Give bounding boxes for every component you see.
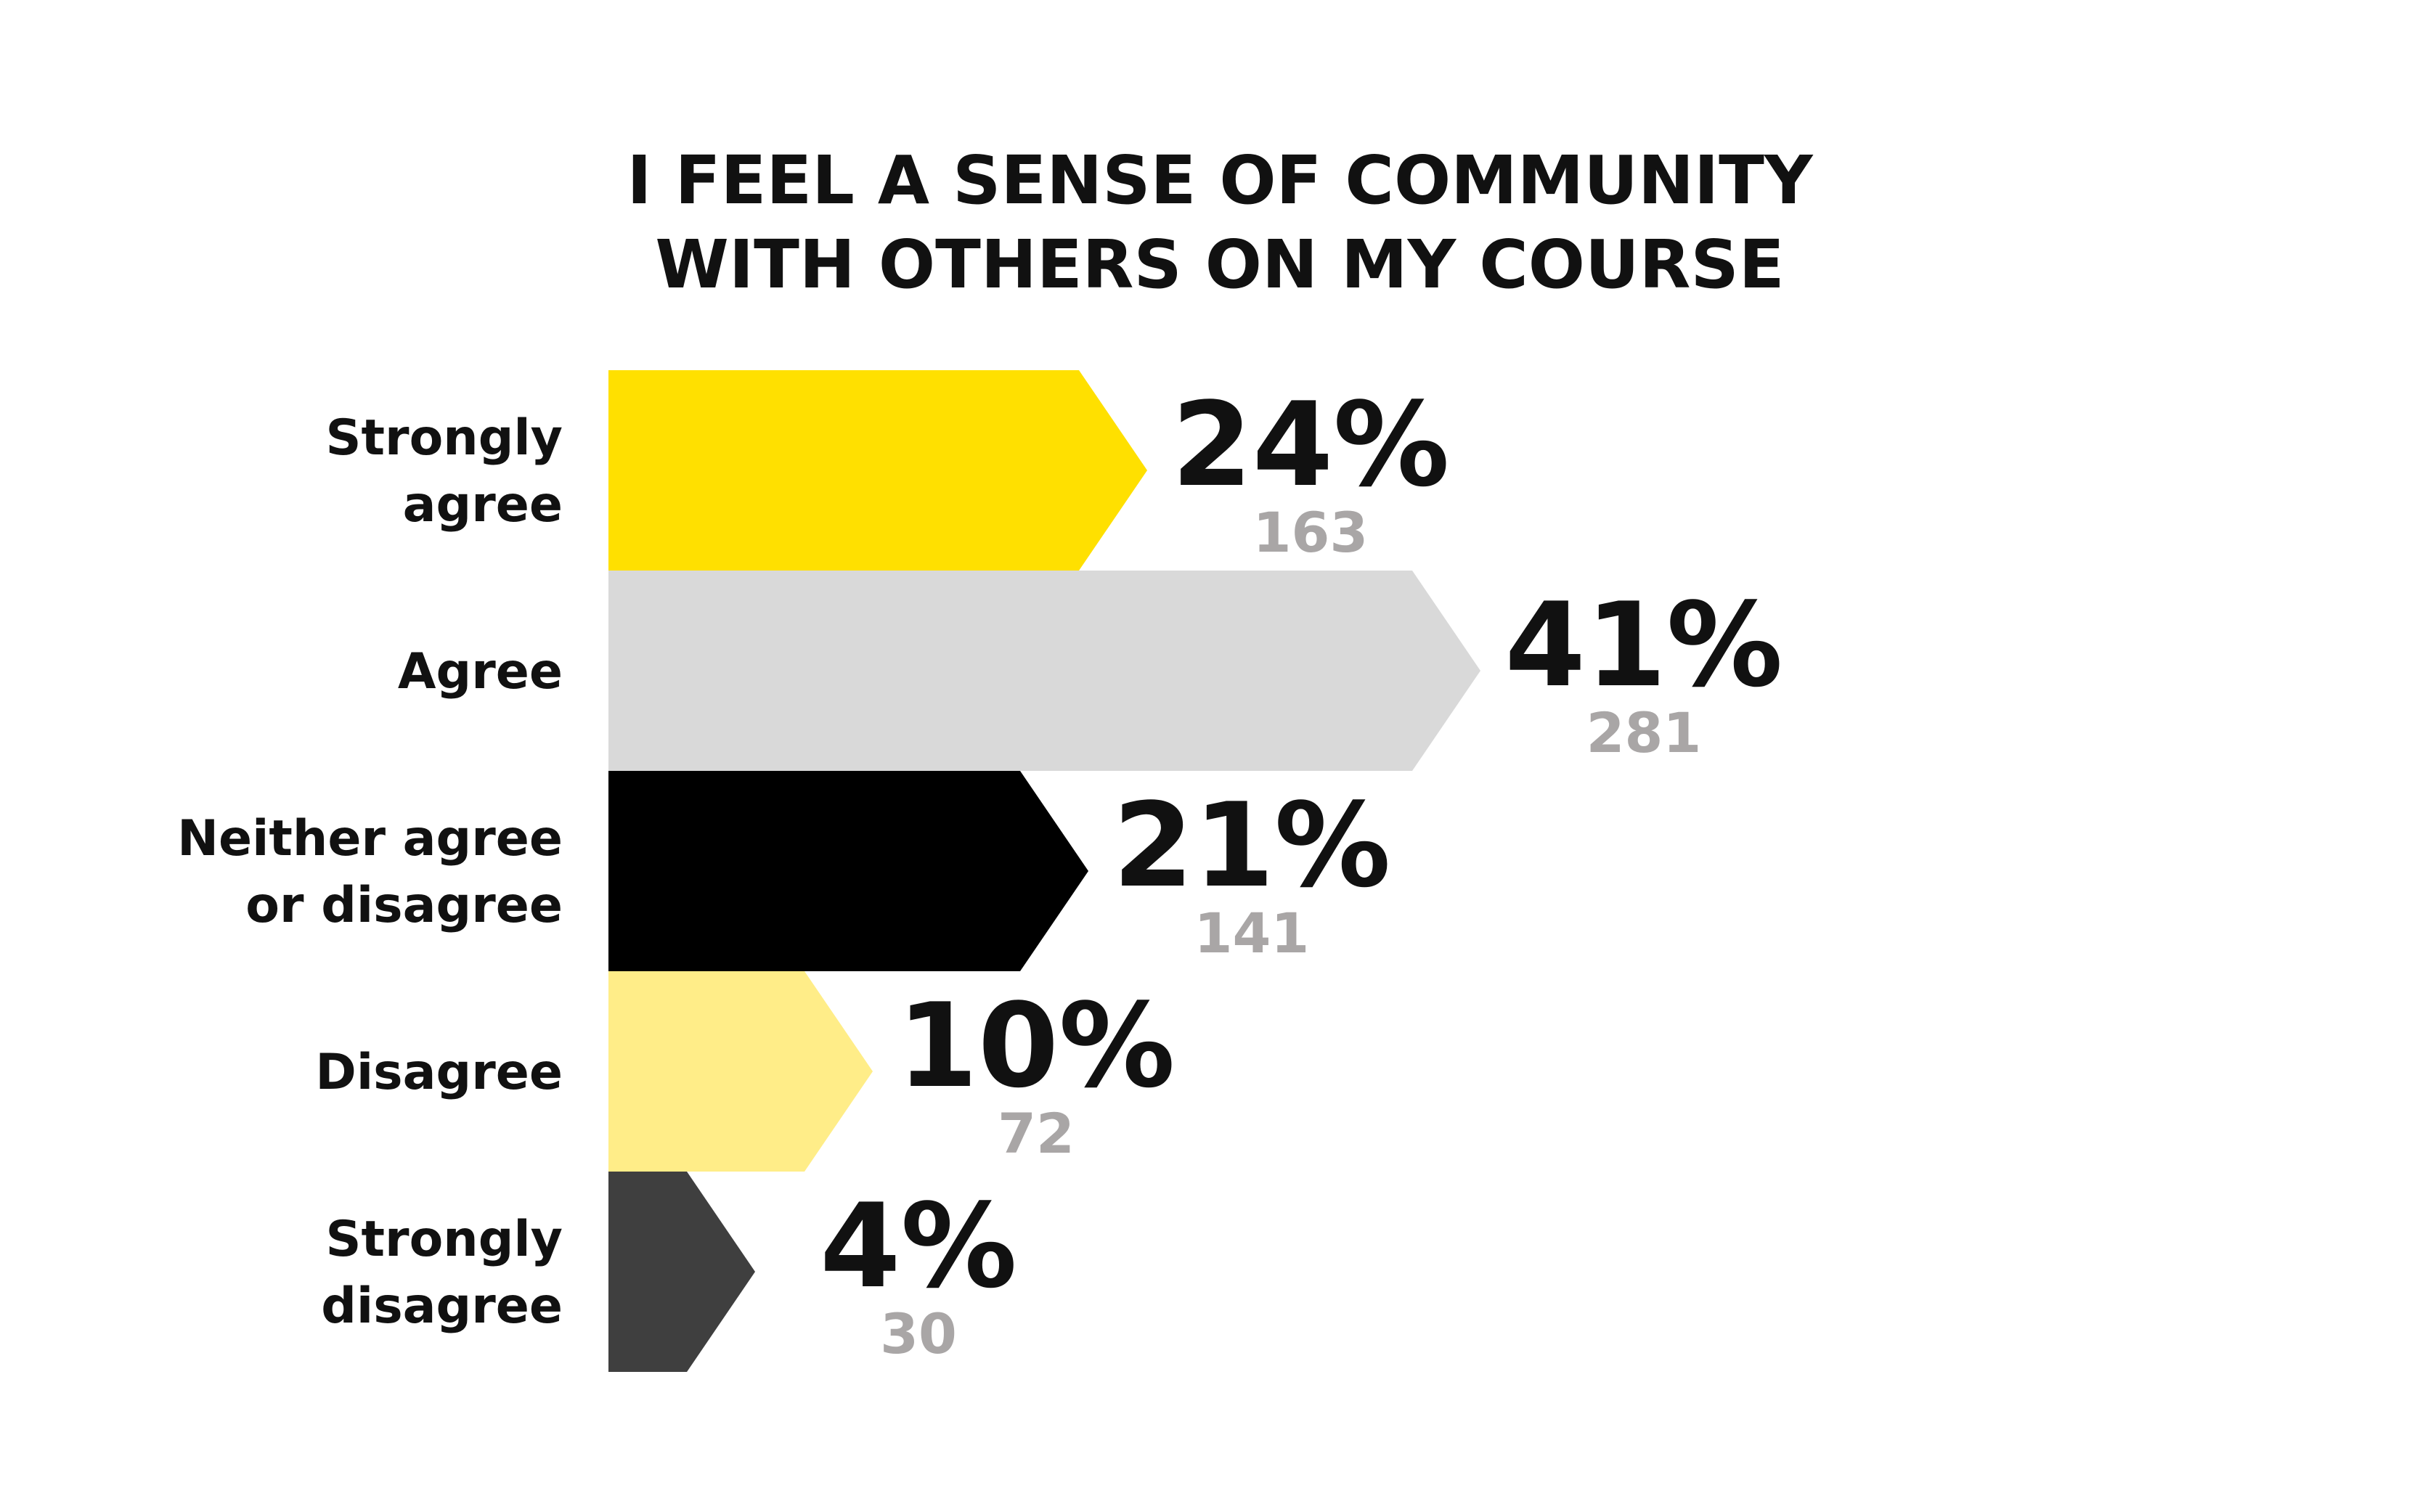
category-label-5-line-2: disagree <box>321 1278 563 1335</box>
chart-title-line-1: I FEEL A SENSE OF COMMUNITY <box>627 142 1814 219</box>
count-label-1: 163 <box>1253 500 1369 565</box>
count-label-4: 72 <box>998 1101 1075 1166</box>
category-label-2-line-1: Agree <box>398 643 563 700</box>
category-label-3-line-2: or disagree <box>245 877 563 934</box>
category-label-1-line-1: Strongly <box>326 409 563 467</box>
bar-5 <box>608 1172 755 1372</box>
category-label-4-line-1: Disagree <box>315 1044 563 1101</box>
bars <box>608 370 1480 1372</box>
count-label-3: 141 <box>1194 901 1310 965</box>
value-label-3: 21% <box>1113 777 1391 913</box>
value-label-4: 10% <box>897 978 1176 1113</box>
category-label-3-line-1: Neither agree <box>177 810 563 867</box>
bar-1 <box>608 370 1147 571</box>
value-label-1: 24% <box>1172 377 1450 512</box>
value-labels: 24% 41% 21% 10% 4% <box>820 377 1783 1314</box>
value-label-2: 41% <box>1505 577 1783 713</box>
category-labels: Strongly agree Agree Neither agree or disagr… <box>177 409 563 1335</box>
chart-title-line-2: WITH OTHERS ON MY COURSE <box>655 226 1784 303</box>
count-label-2: 281 <box>1586 700 1702 765</box>
category-label-5-line-1: Strongly <box>326 1211 563 1268</box>
count-labels: 163 281 141 72 30 <box>880 500 1701 1366</box>
value-label-5: 4% <box>820 1178 1017 1314</box>
bar-4 <box>608 971 873 1172</box>
count-label-5: 30 <box>880 1301 957 1366</box>
bar-3 <box>608 771 1088 971</box>
chart-title: I FEEL A SENSE OF COMMUNITY WITH OTHERS … <box>627 142 1814 303</box>
category-label-1-line-2: agree <box>403 476 563 534</box>
bar-2 <box>608 571 1480 771</box>
